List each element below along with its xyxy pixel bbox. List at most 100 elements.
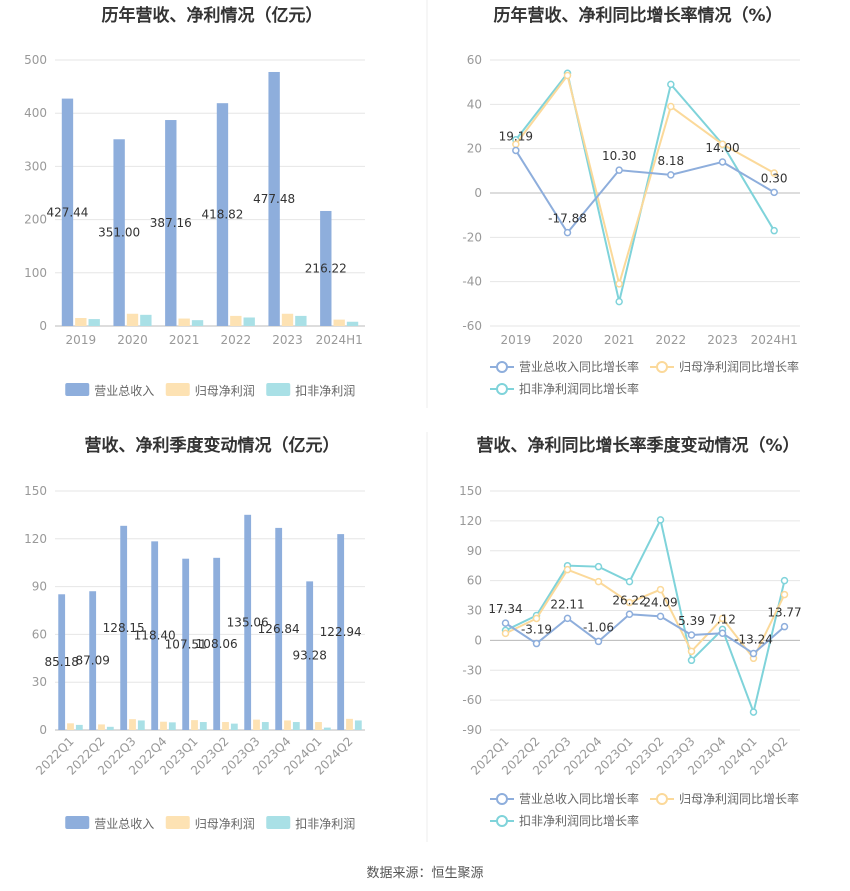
bar-revenue — [244, 514, 252, 730]
legend-marker — [496, 793, 508, 805]
series-point — [615, 280, 623, 288]
bar-deducted-profit — [243, 317, 255, 326]
legend-label: 营业总收入同比增长率 — [519, 359, 639, 374]
series-point — [563, 565, 572, 574]
x-tick-label: 2021 — [169, 333, 200, 347]
bar-value-label: 108.06 — [196, 637, 238, 651]
series-line-revenue — [514, 149, 775, 235]
legend-item[interactable]: 归母净利润同比增长率 — [650, 791, 799, 806]
series-point — [625, 610, 634, 619]
bar-revenue — [320, 210, 332, 326]
bar-deducted-profit — [199, 722, 207, 730]
y-tick-label: -90 — [462, 723, 482, 737]
bar-revenue — [151, 541, 159, 730]
point-value-label: 8.18 — [657, 154, 684, 168]
bar-deducted-profit — [137, 720, 145, 730]
legend-marker — [496, 815, 508, 827]
bar-value-label: 216.22 — [305, 261, 347, 275]
y-tick-label: 400 — [24, 106, 47, 120]
bar-chart-annual-bar: 历年营收、净利情况（亿元） 0 100 200 300 400 500 427.44 351.0… — [24, 5, 365, 398]
bar-revenue — [120, 525, 128, 730]
bar-net-profit — [191, 720, 198, 730]
series-point — [501, 619, 510, 627]
legend-item[interactable]: 营业总收入同比增长率 — [490, 791, 639, 806]
legend-item[interactable]: 营业总收入 — [65, 383, 154, 398]
point-value-label: 13.77 — [767, 606, 801, 620]
legend-swatch — [266, 383, 291, 396]
bar-net-profit — [284, 720, 291, 730]
legend-marker — [656, 361, 668, 373]
legend-item[interactable]: 营业总收入 — [65, 816, 154, 831]
legend-item[interactable]: 扣非净利润同比增长率 — [490, 381, 639, 396]
x-tick-label: 2024H1 — [751, 333, 798, 347]
legend-item[interactable]: 归母净利润同比增长率 — [650, 359, 799, 374]
series-point — [532, 614, 541, 623]
series-point — [780, 622, 789, 631]
y-tick-label: -20 — [462, 230, 482, 244]
legend-item[interactable]: 扣非净利润同比增长率 — [490, 813, 639, 828]
series-point — [625, 577, 634, 586]
bar-value-label: 118.40 — [134, 629, 176, 643]
chart-title: 营收、净利季度变动情况（亿元） — [85, 435, 340, 456]
bar-revenue — [58, 594, 66, 730]
y-tick-label: 100 — [24, 266, 47, 280]
x-tick-label: 2020 — [117, 333, 148, 347]
legend-label: 归母净利润同比增长率 — [679, 791, 799, 806]
bar-net-profit — [178, 318, 190, 326]
bar-deducted-profit — [88, 319, 100, 326]
x-tick-label: 2022 — [656, 333, 687, 347]
point-value-label: 22.11 — [550, 597, 584, 611]
series-point — [749, 649, 758, 658]
legend-swatch — [165, 816, 190, 829]
x-tick-label: 2023 — [272, 333, 303, 347]
y-tick-label: -40 — [462, 275, 482, 289]
legend-item[interactable]: 扣非净利润 — [266, 383, 355, 398]
series-point — [770, 226, 778, 235]
legend-swatch — [266, 816, 291, 829]
legend-item[interactable]: 营业总收入同比增长率 — [490, 359, 639, 374]
x-tick-label: 2024H1 — [316, 333, 363, 347]
series-line-deducted-profit — [505, 516, 786, 716]
data-source-note: 数据来源：恒生聚源 — [366, 866, 484, 881]
legend-label: 扣非净利润 — [295, 384, 355, 398]
bar-value-label: 477.48 — [253, 192, 295, 206]
y-tick-label: -60 — [462, 319, 482, 333]
chart-title: 历年营收、净利同比增长率情况（%） — [493, 5, 782, 26]
y-tick-label: 120 — [24, 532, 47, 546]
y-tick-label: 20 — [467, 142, 482, 156]
y-tick-label: 0 — [474, 633, 482, 647]
series-point — [615, 297, 623, 306]
bar-deducted-profit — [168, 722, 176, 730]
bar-value-label: 351.00 — [98, 226, 140, 240]
bar-value-label: 85.18 — [45, 655, 79, 669]
point-value-label: -3.19 — [521, 623, 552, 637]
legend-item[interactable]: 归母净利润 — [165, 383, 255, 398]
series-point — [501, 629, 510, 638]
bar-value-label: 135.06 — [227, 615, 269, 629]
bar-revenue — [61, 98, 74, 326]
y-tick-label: 60 — [467, 53, 482, 67]
legend-item[interactable]: 归母净利润 — [165, 816, 255, 831]
point-value-label: 17.34 — [488, 602, 522, 616]
x-tick-label: 2019 — [501, 333, 532, 347]
series-line-net-profit — [515, 73, 775, 288]
legend-item[interactable]: 扣非净利润 — [266, 816, 355, 831]
series-point — [656, 585, 665, 594]
y-tick-label: 60 — [32, 627, 47, 641]
bar-value-label: 126.84 — [258, 622, 300, 636]
bar-revenue — [213, 557, 221, 730]
series-point — [594, 562, 603, 571]
y-tick-label: 60 — [467, 574, 482, 588]
bar-deducted-profit — [140, 314, 152, 326]
point-value-label: 24.09 — [643, 595, 677, 609]
bar-deducted-profit — [346, 321, 359, 326]
bar-deducted-profit — [106, 726, 114, 730]
series-point — [718, 614, 727, 623]
series-point — [563, 614, 572, 623]
y-tick-label: 0 — [474, 186, 482, 200]
point-value-label: -13.24 — [734, 633, 773, 647]
bar-revenue — [89, 591, 97, 730]
legend-swatch — [65, 816, 90, 829]
bar-deducted-profit — [354, 720, 362, 730]
